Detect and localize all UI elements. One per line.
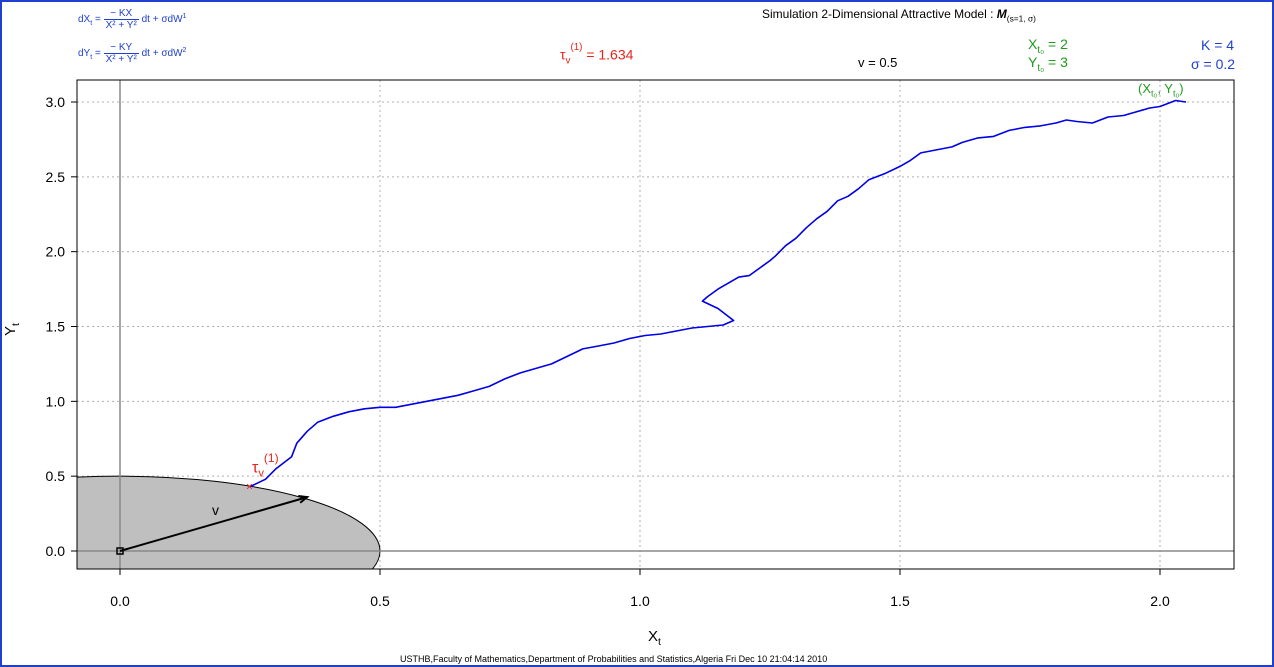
- x0-symbol: X: [1028, 36, 1038, 52]
- start-label-open: (X: [1138, 81, 1151, 96]
- x-tick-label: 0.5: [370, 593, 390, 609]
- y0-label: Yt₀ = 3: [1028, 54, 1068, 74]
- arrow-label: v: [212, 502, 219, 518]
- start-label-mid: , Y: [1157, 81, 1173, 96]
- eq-dy-rhs: dt + σdW: [141, 48, 183, 60]
- x0-value: = 2: [1048, 36, 1068, 52]
- y0-symbol: Y: [1028, 54, 1038, 70]
- y-tick-label: 2.5: [46, 169, 66, 185]
- x0-label: Xt₀ = 2: [1028, 36, 1068, 56]
- eq-dx-den: X² + Y²: [105, 20, 137, 31]
- hit-tau: τ: [252, 459, 259, 477]
- y-tick-label: 3.0: [46, 94, 66, 110]
- x-tick-label: 2.0: [1150, 593, 1170, 609]
- y-tick-label: 2.0: [46, 244, 66, 260]
- v-value-label: v = 0.5: [858, 55, 898, 70]
- eq-dx-lhs: dX: [78, 14, 91, 26]
- y-tick-label: 0.5: [46, 468, 66, 484]
- eq-dx-num: − KX: [103, 8, 139, 20]
- brownian-path: [249, 99, 1187, 488]
- equation-dy: dYt = − KY X² + Y² dt + σdW2: [78, 42, 187, 65]
- x-axis-label-sub: t: [658, 636, 661, 648]
- tau-value-label: τv (1) = 1.634: [560, 42, 634, 67]
- x-tick-label: 1.5: [890, 593, 910, 609]
- radius-arrow: [119, 496, 308, 552]
- hit-point-marker: ×: [246, 480, 253, 494]
- y-tick-label: 0.0: [46, 543, 66, 559]
- chart-title: Simulation 2-Dimensional Attractive Mode…: [762, 7, 1036, 23]
- x-tick-label: 0.0: [110, 593, 130, 609]
- tau-symbol: τ: [560, 46, 566, 63]
- tau-sup: (1): [570, 42, 583, 53]
- y-axis-label: Yt: [2, 323, 22, 336]
- origin-marker: [116, 547, 124, 555]
- y-axis-label-sub: t: [10, 323, 22, 326]
- y0-sub: t₀: [1037, 62, 1045, 74]
- tau-value: = 1.634: [586, 46, 634, 63]
- model-params: (s=1, σ): [1006, 13, 1036, 24]
- hit-point-label: τv (1): [252, 451, 279, 480]
- sigma-label: σ = 0.2: [1191, 56, 1236, 72]
- y-tick-label: 1.0: [46, 393, 66, 409]
- tau-sub: v: [565, 55, 571, 67]
- eq-dy-num: − KY: [103, 42, 139, 54]
- y-axis-label-text: Y: [2, 325, 19, 336]
- chart-title-text: Simulation 2-Dimensional Attractive Mode…: [762, 7, 994, 21]
- hit-tau-sup: (1): [263, 451, 279, 465]
- x-axis-label-text: X: [648, 628, 659, 645]
- x-tick-label: 1.0: [630, 593, 650, 609]
- x0-sub: t₀: [1037, 44, 1045, 56]
- start-point-label: (Xt₀, Yt₀): [1138, 81, 1184, 99]
- x-axis-label: Xt: [648, 628, 661, 648]
- y0-value: = 3: [1048, 54, 1068, 70]
- y-tick-label: 1.5: [46, 319, 66, 335]
- hit-tau-sub: v: [258, 467, 264, 480]
- start-label-close: ): [1179, 81, 1184, 96]
- equation-dx: dXt = − KX X² + Y² dt + σdW1: [78, 8, 187, 31]
- eq-dy-lhs: dY: [78, 48, 91, 60]
- eq-dy-den: X² + Y²: [105, 54, 137, 65]
- footer-credit: USTHB,Faculty of Mathematics,Department …: [400, 654, 828, 664]
- plot-box: [76, 79, 1235, 570]
- model-symbol: M: [996, 7, 1007, 21]
- arrow-head: [298, 495, 310, 504]
- eq-dx-rhs: dt + σdW: [141, 14, 183, 26]
- k-label: K = 4: [1201, 37, 1235, 53]
